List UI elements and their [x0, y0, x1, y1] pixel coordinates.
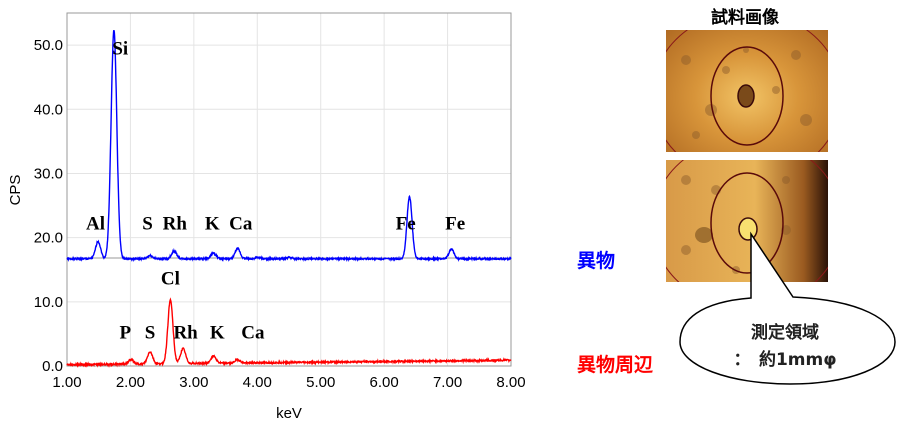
peak-annotation: S [142, 213, 153, 234]
callout-line1: 測定領域 [751, 323, 819, 343]
sample-image-surrounding [666, 160, 828, 282]
series-line-0 [66, 29, 512, 263]
y-tick-label: 0.0 [42, 358, 63, 375]
peak-annotation: Rh [173, 322, 198, 343]
x-tick-label: 1.00 [52, 374, 81, 391]
x-tick-label: 2.00 [116, 374, 145, 391]
grid [67, 13, 511, 366]
series-line-1 [66, 297, 512, 368]
peak-annotation: Si [112, 39, 128, 60]
peak-annotation: Al [86, 213, 105, 234]
peak-annotation: S [145, 322, 156, 343]
legend-surrounding: 異物周辺 [577, 354, 654, 376]
spectrum-chart: 1.00 2.00 3.00 4.00 5.00 6.00 7.00 8.00 0.0 10.0 2… [7, 12, 526, 422]
x-tick-label: 5.00 [306, 374, 335, 391]
x-tick-label: 3.00 [179, 374, 208, 391]
y-axis-label: CPS [7, 175, 24, 206]
sample-image-foreign [666, 30, 828, 152]
peak-annotation: P [120, 322, 132, 343]
peak-annotation: Fe [396, 213, 416, 234]
peak-annotation: Ca [241, 322, 265, 343]
y-tick-label: 20.0 [34, 230, 63, 247]
peak-annotation: Rh [163, 213, 188, 234]
peak-annotation: Ca [229, 213, 253, 234]
peak-annotation: K [205, 213, 220, 234]
x-tick-label: 4.00 [243, 374, 272, 391]
y-tick-label: 30.0 [34, 165, 63, 182]
image-title: 試料画像 [711, 8, 779, 28]
peak-annotation: K [210, 322, 225, 343]
callout-line2: ： 約1mmφ [733, 350, 837, 370]
x-tick-label: 6.00 [370, 374, 399, 391]
y-tick-label: 10.0 [34, 294, 63, 311]
y-tick-label: 40.0 [34, 101, 63, 118]
x-axis-label: keV [276, 405, 302, 422]
plot-frame [66, 12, 512, 367]
peak-annotation: Cl [161, 268, 180, 289]
y-tick-label: 50.0 [34, 37, 63, 54]
legend-foreign-matter: 異物 [577, 250, 616, 272]
x-tick-label: 8.00 [496, 374, 525, 391]
x-tick-label: 7.00 [433, 374, 462, 391]
peak-annotation: Fe [445, 213, 465, 234]
